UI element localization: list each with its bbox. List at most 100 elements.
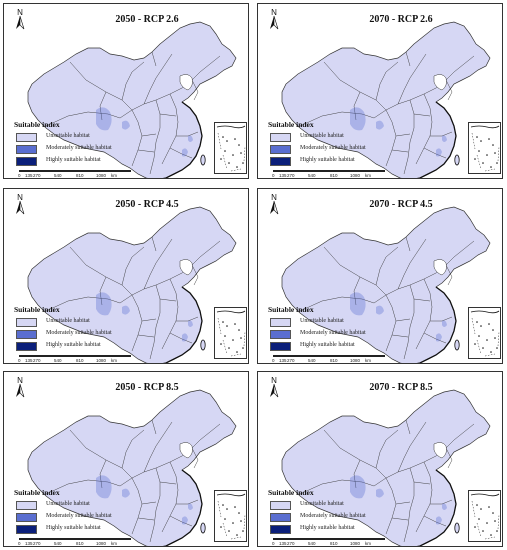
north-label: N <box>17 376 23 385</box>
scale-tick-label: 135 <box>279 173 287 178</box>
scale-unit-label: km <box>365 358 371 363</box>
province-border <box>45 296 121 312</box>
island-dot <box>480 508 482 510</box>
province-border <box>403 99 415 175</box>
south-china-sea-inset <box>214 307 247 359</box>
scale-tick-label: 270 <box>287 541 295 546</box>
province-border <box>141 501 157 505</box>
province-border <box>415 461 433 533</box>
scale-tick-label: 1080 <box>350 173 361 178</box>
province-border <box>373 87 437 119</box>
province-border <box>353 459 361 489</box>
legend-swatch <box>16 133 37 142</box>
scale-tick-label: 1080 <box>96 173 107 178</box>
scale-bar: 0 135 270 540 810 1080 km <box>16 170 136 178</box>
island-dot <box>226 140 228 142</box>
island-dot <box>222 321 224 323</box>
island-dot <box>492 329 494 331</box>
scale-tick-label: 0 <box>272 358 275 363</box>
island-dot <box>242 162 244 164</box>
island-dot <box>482 162 484 164</box>
north-arrow-left <box>270 201 274 214</box>
province-border <box>45 111 121 127</box>
scale-tick-label: 540 <box>308 541 316 546</box>
legend-swatch <box>16 318 37 327</box>
province-border <box>149 99 161 175</box>
moderate-habitat-area <box>436 333 442 342</box>
country-outline <box>27 21 237 178</box>
legend-item: Unsuitable habitat <box>14 317 90 328</box>
island-dot <box>234 506 236 508</box>
legend-item: Highly suitable habitat <box>268 156 355 167</box>
bohai-sea <box>433 74 447 91</box>
scale-unit-label: km <box>365 541 371 546</box>
north-arrow-left <box>270 384 274 397</box>
bohai-sea <box>179 259 193 276</box>
province-border <box>161 461 179 533</box>
south-china-sea-inset <box>214 122 247 174</box>
island-dot <box>478 150 480 152</box>
coastline <box>162 469 203 546</box>
province-border <box>121 246 145 286</box>
island-dot <box>474 526 476 528</box>
island-dot <box>224 150 226 152</box>
map-panel: 2070 - RCP 8.5 N Suitable index Unsuitable… <box>257 371 503 547</box>
scale-tick-label: 135 <box>279 541 287 546</box>
province-border <box>299 111 375 127</box>
moderate-habitat-area <box>436 148 442 157</box>
scale-tick-label: 135 <box>25 541 33 546</box>
moderate-habitat-area <box>182 148 188 157</box>
island-dot <box>490 351 492 353</box>
province-border <box>391 517 409 521</box>
legend: Suitable index Unsuitable habitat Moderate… <box>14 488 112 536</box>
scale-tick-label: 540 <box>54 173 62 178</box>
scale-segment <box>315 538 343 540</box>
province-border <box>141 133 157 137</box>
country-outline <box>281 389 491 546</box>
province-border <box>430 499 453 505</box>
province-border <box>137 149 155 153</box>
province-border <box>137 334 155 338</box>
moderate-habitat-area <box>350 292 366 316</box>
scale-tick-label: 270 <box>287 358 295 363</box>
island-dot <box>222 136 224 138</box>
island-dot <box>486 339 488 341</box>
north-label: N <box>271 8 277 17</box>
island-dot <box>242 347 244 349</box>
scale-unit-label: km <box>111 541 117 546</box>
scale-bar: 0 135 270 540 810 1080 km <box>270 355 390 363</box>
legend-swatch <box>16 342 37 351</box>
panel-title: 2070 - RCP 8.5 <box>369 382 433 393</box>
island-dot <box>478 518 480 520</box>
moderate-habitat-area <box>96 475 112 499</box>
moderate-habitat-area <box>122 305 130 315</box>
island-dot <box>220 526 222 528</box>
province-border <box>169 147 193 159</box>
province-border <box>176 316 199 322</box>
moderate-habitat-area <box>188 320 193 327</box>
legend-swatch <box>16 525 37 534</box>
island-dot <box>490 534 492 536</box>
scale-tick-label: 0 <box>18 541 21 546</box>
province-border <box>415 278 433 350</box>
province-border <box>169 515 193 527</box>
legend-item: Highly suitable habitat <box>268 341 355 352</box>
north-arrow-icon: N <box>12 8 28 30</box>
island-dot <box>494 337 496 339</box>
panel-title: 2070 - RCP 2.6 <box>369 14 433 25</box>
scale-segment <box>273 170 280 172</box>
map-panel: 2050 - RCP 2.6 N Suitable index Unsuitable… <box>3 3 249 179</box>
legend-label: Highly suitable habitat <box>46 342 101 348</box>
scale-segment <box>315 170 343 172</box>
legend: Suitable index Unsuitable habitat Moderate… <box>268 488 366 536</box>
legend-swatch <box>16 145 37 154</box>
legend-swatch <box>16 330 37 339</box>
island-dot <box>474 158 476 160</box>
island-dot <box>240 152 242 154</box>
island-dot <box>220 158 222 160</box>
china-map <box>27 389 237 546</box>
moderate-habitat-area <box>182 333 188 342</box>
legend-swatch <box>270 342 291 351</box>
moderate-habitat-area <box>442 135 447 142</box>
island-dot <box>232 339 234 341</box>
